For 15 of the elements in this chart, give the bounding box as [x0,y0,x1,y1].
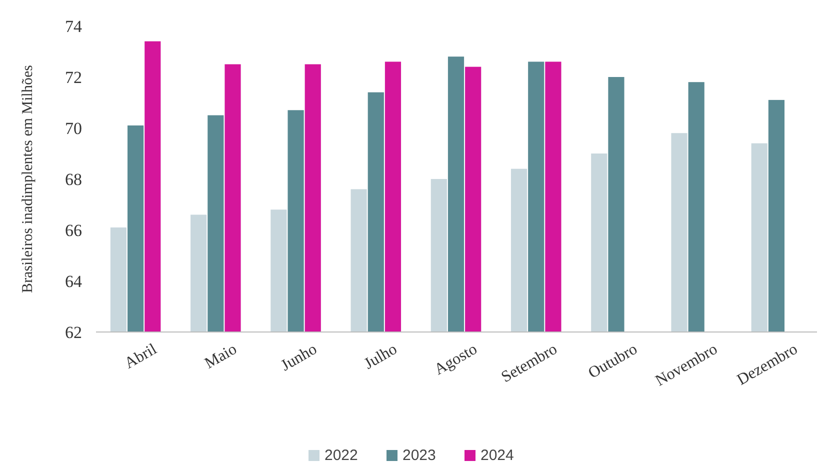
x-tick-label: Julho [362,340,400,373]
legend-label: 2024 [480,447,514,464]
legend-label: 2023 [402,447,436,464]
x-tick-label: Junho [278,340,320,375]
x-tick-label: Maio [202,340,240,372]
x-tick-label: Abril [122,340,160,372]
y-tick-label: 68 [65,170,82,189]
y-tick-label: 64 [65,272,82,291]
y-tick-label: 74 [65,16,82,36]
y-tick-label: 70 [65,118,82,138]
y-tick-label: 62 [65,322,82,342]
y-axis-title: Brasileiros inadimplentes em Milhões [20,64,36,293]
y-tick-label: 72 [65,68,82,87]
legend-label: 2022 [324,447,358,464]
y-tick-label: 66 [65,220,82,240]
